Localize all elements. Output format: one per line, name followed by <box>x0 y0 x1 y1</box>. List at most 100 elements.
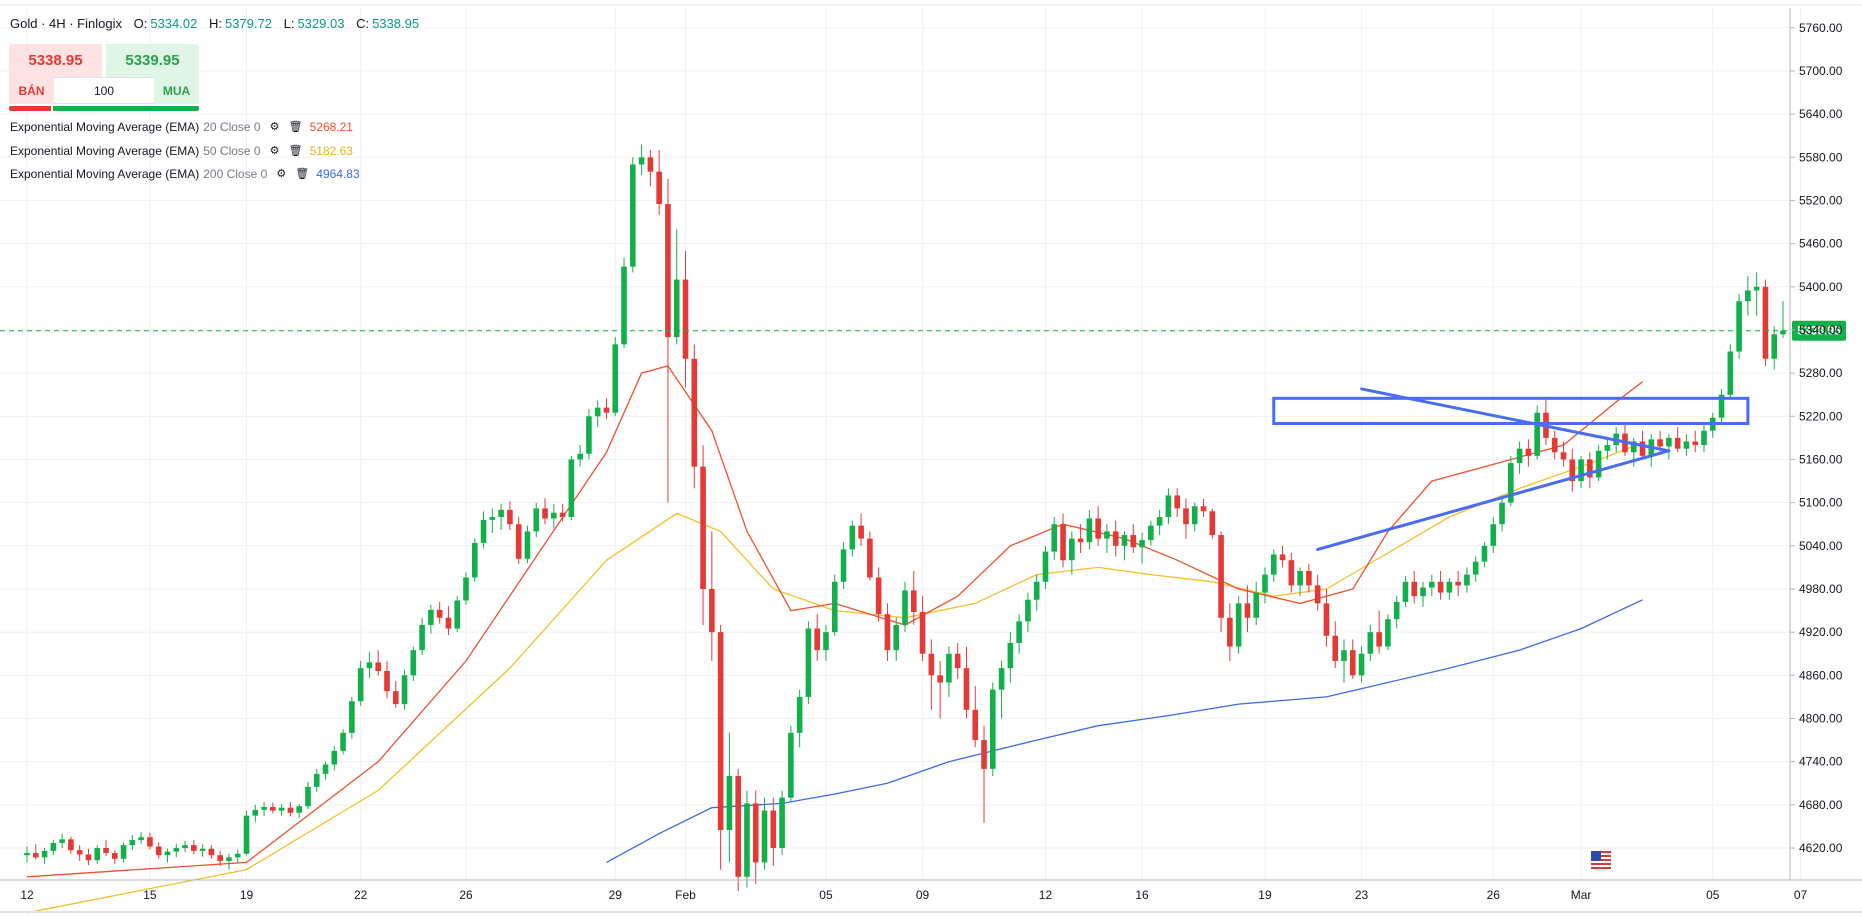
candle[interactable] <box>691 344 698 489</box>
candle[interactable] <box>559 504 566 522</box>
candle[interactable] <box>972 686 979 748</box>
candle[interactable] <box>85 848 92 866</box>
candle[interactable] <box>1701 423 1707 453</box>
candle[interactable] <box>831 574 838 636</box>
candle[interactable] <box>1314 574 1321 611</box>
candle[interactable] <box>252 804 259 823</box>
candle[interactable] <box>59 833 65 848</box>
candle[interactable] <box>1420 581 1426 607</box>
candle[interactable] <box>155 842 162 859</box>
candle[interactable] <box>1007 632 1014 683</box>
candle[interactable] <box>129 835 136 851</box>
candle[interactable] <box>568 455 575 520</box>
candle[interactable] <box>1130 524 1137 554</box>
candle[interactable] <box>1692 430 1698 453</box>
candle[interactable] <box>823 624 829 661</box>
candle[interactable] <box>1174 488 1180 518</box>
candle[interactable] <box>1683 434 1690 456</box>
candle[interactable] <box>1060 513 1066 568</box>
candle[interactable] <box>656 150 662 215</box>
candle[interactable] <box>243 810 250 856</box>
candle[interactable] <box>1525 439 1532 467</box>
gear-icon[interactable]: ⚙ <box>269 121 280 133</box>
candle[interactable] <box>1464 567 1470 593</box>
candle[interactable] <box>1262 567 1268 604</box>
candle[interactable] <box>1569 448 1576 492</box>
candle[interactable] <box>1139 532 1145 564</box>
candle[interactable] <box>164 848 171 863</box>
candle[interactable] <box>1288 553 1295 593</box>
candle[interactable] <box>1165 488 1172 525</box>
candle[interactable] <box>1402 576 1409 607</box>
candle[interactable] <box>647 150 654 187</box>
candle[interactable] <box>1455 570 1461 597</box>
candle[interactable] <box>1253 581 1259 625</box>
candle[interactable] <box>112 850 118 864</box>
candle[interactable] <box>849 520 856 557</box>
candle[interactable] <box>1235 596 1242 654</box>
candle[interactable] <box>410 646 417 682</box>
ema50-legend[interactable]: Exponential Moving Average (EMA) 50 Clos… <box>10 144 353 158</box>
candle[interactable] <box>998 660 1005 719</box>
candle[interactable] <box>1411 570 1418 604</box>
candle[interactable] <box>1104 524 1110 554</box>
ema20-legend[interactable]: Exponential Moving Average (EMA) 20 Clos… <box>10 120 353 134</box>
candles[interactable] <box>24 144 1786 892</box>
candle[interactable] <box>1771 326 1778 370</box>
candle[interactable] <box>120 842 127 863</box>
candle[interactable] <box>717 624 724 870</box>
candle[interactable] <box>480 511 487 549</box>
candle[interactable] <box>735 768 741 892</box>
candle[interactable] <box>1332 621 1339 669</box>
candle[interactable] <box>1551 430 1558 460</box>
candle[interactable] <box>1367 624 1374 661</box>
candle[interactable] <box>1016 614 1022 654</box>
candle[interactable] <box>673 229 680 345</box>
candle[interactable] <box>709 531 715 661</box>
candle[interactable] <box>278 804 285 816</box>
candle[interactable] <box>1762 279 1769 366</box>
candle[interactable] <box>744 790 750 888</box>
candle[interactable] <box>375 650 381 676</box>
candle[interactable] <box>296 804 302 818</box>
gear-icon[interactable]: ⚙ <box>269 145 280 157</box>
candle[interactable] <box>1121 531 1128 561</box>
candle[interactable] <box>515 517 522 564</box>
candle[interactable] <box>1587 452 1593 489</box>
candle[interactable] <box>884 603 891 661</box>
candle[interactable] <box>752 790 759 884</box>
sell-price-button[interactable]: 5338.95 <box>9 44 102 77</box>
candle[interactable] <box>1156 509 1163 536</box>
candle[interactable] <box>270 802 276 814</box>
candle[interactable] <box>1727 344 1734 399</box>
candle[interactable] <box>533 502 540 538</box>
candle[interactable] <box>1306 563 1312 593</box>
candle[interactable] <box>1191 502 1198 532</box>
candle[interactable] <box>24 846 30 863</box>
candle[interactable] <box>990 682 996 777</box>
candle[interactable] <box>1200 499 1207 518</box>
ema200-legend[interactable]: Exponential Moving Average (EMA) 200 Clo… <box>10 167 360 181</box>
trash-icon[interactable]: 🗑 <box>295 168 310 180</box>
candle[interactable] <box>1349 639 1356 679</box>
candle[interactable] <box>1069 531 1075 575</box>
candle[interactable] <box>893 617 900 661</box>
candle[interactable] <box>103 840 109 856</box>
candle[interactable] <box>1490 517 1497 554</box>
candle[interactable] <box>1358 646 1365 683</box>
candle[interactable] <box>1560 441 1567 467</box>
candle[interactable] <box>770 797 777 866</box>
candle[interactable] <box>937 660 943 719</box>
candle[interactable] <box>1244 585 1251 633</box>
candle[interactable] <box>217 850 223 866</box>
candle[interactable] <box>76 845 83 861</box>
candle[interactable] <box>726 732 733 863</box>
candle[interactable] <box>1323 588 1330 647</box>
candle[interactable] <box>1183 498 1189 539</box>
trash-icon[interactable]: 🗑 <box>288 145 303 157</box>
candle[interactable] <box>1227 603 1233 661</box>
candle[interactable] <box>700 445 706 625</box>
candle[interactable] <box>1025 592 1031 633</box>
candle[interactable] <box>1534 405 1540 460</box>
candle[interactable] <box>32 844 39 860</box>
